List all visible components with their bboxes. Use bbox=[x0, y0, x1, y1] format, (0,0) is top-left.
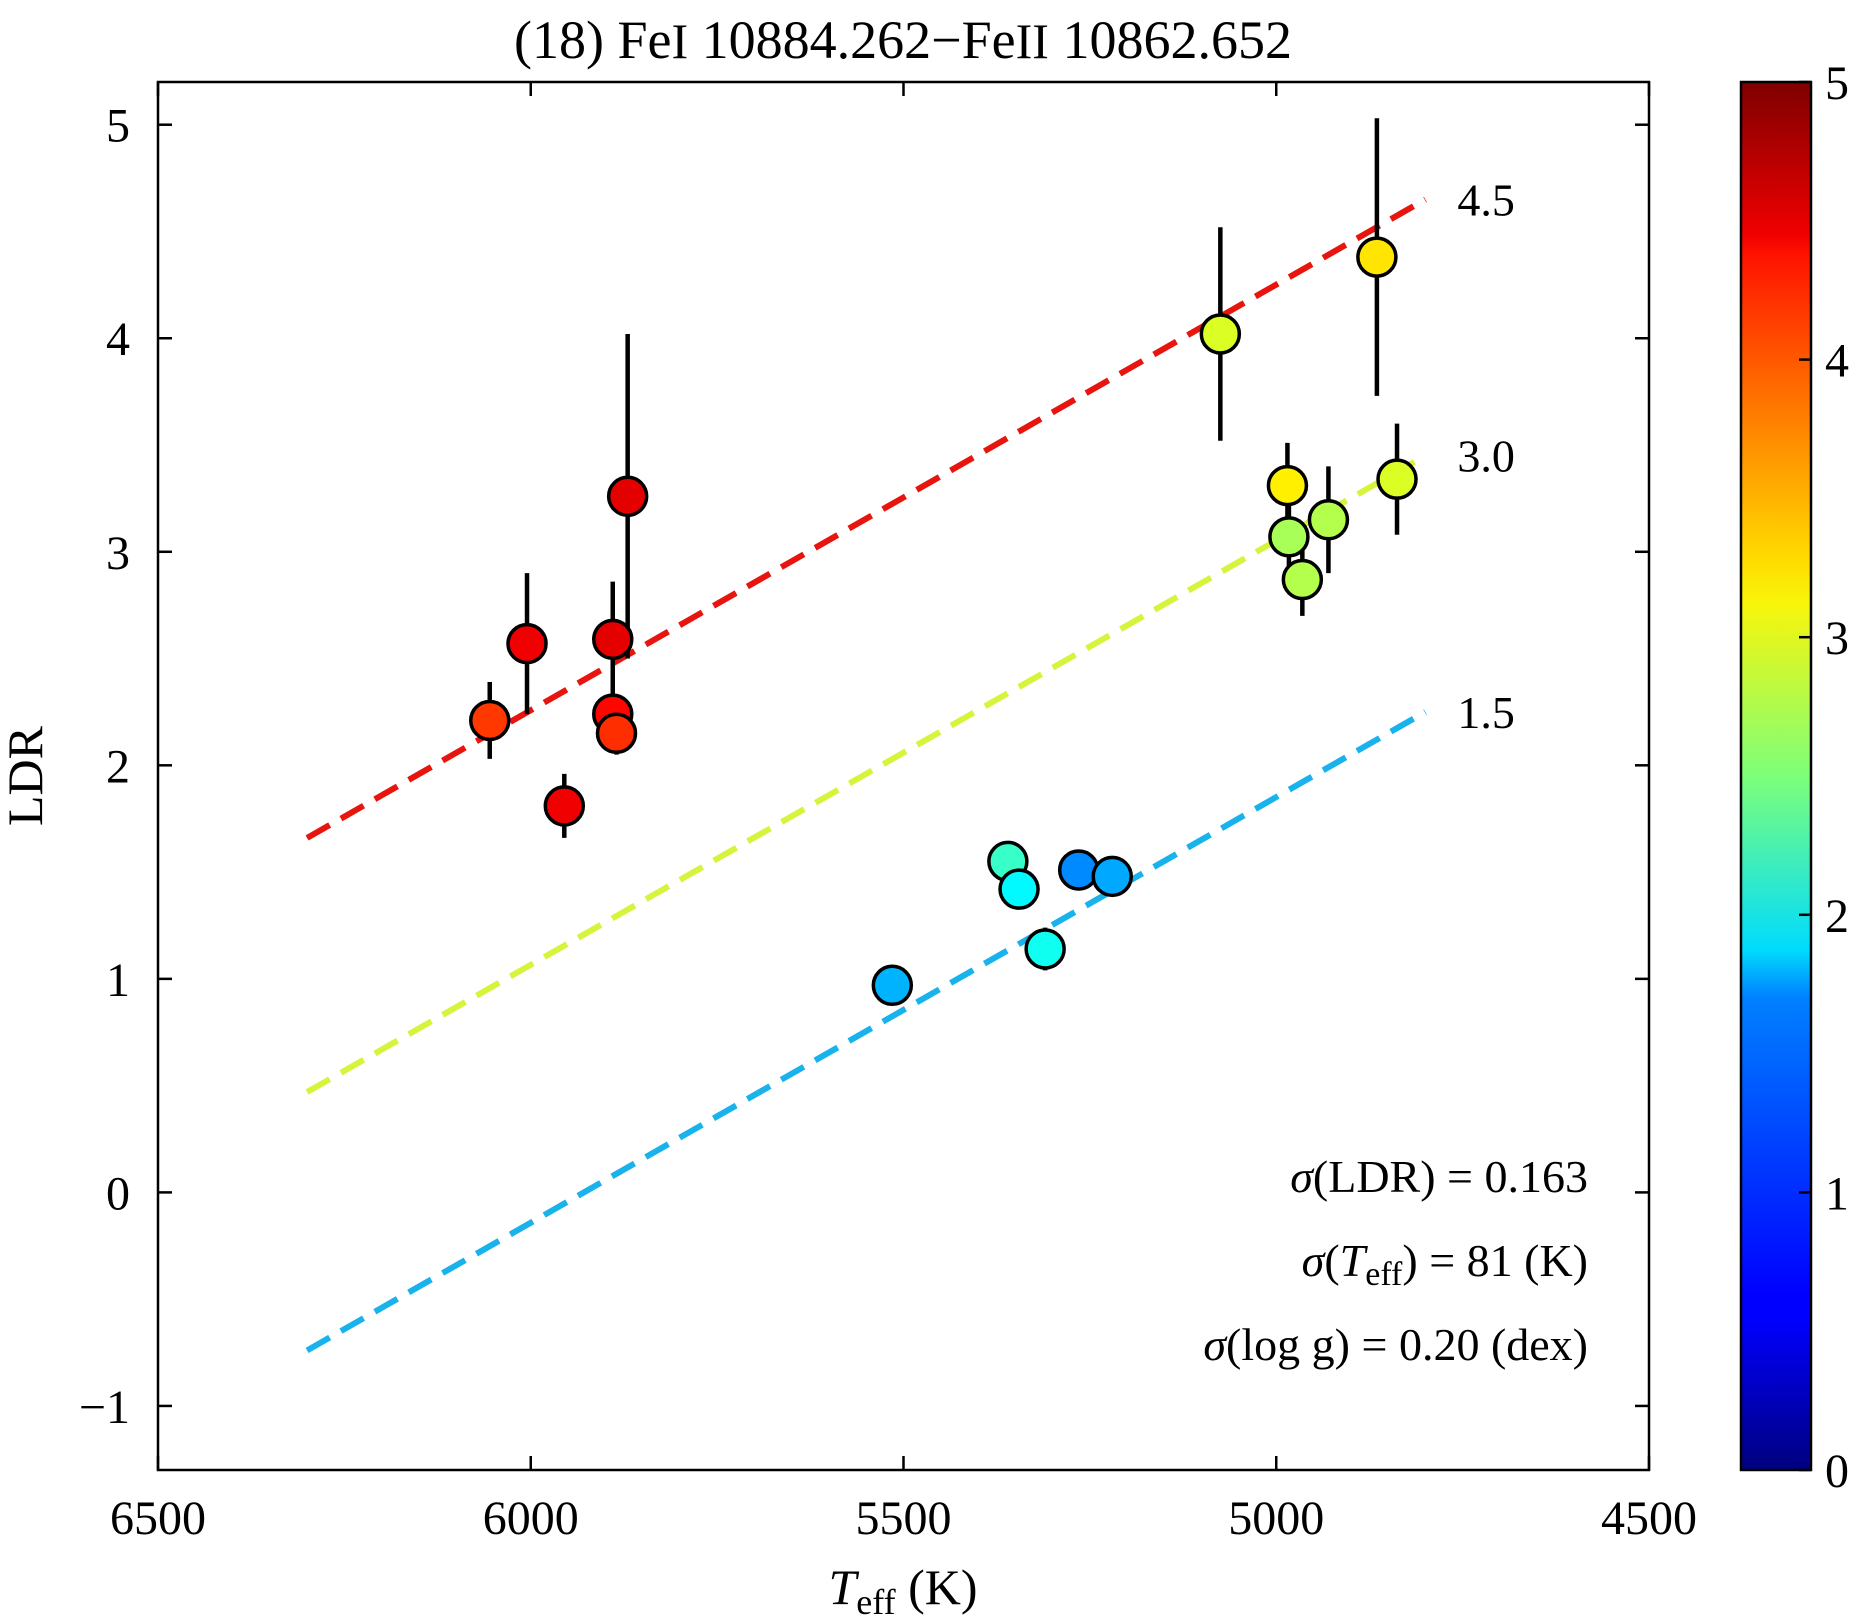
data-point bbox=[1199, 313, 1242, 355]
fit-line-label-4.5: 4.5 bbox=[1457, 174, 1515, 225]
x-tick-label: 6000 bbox=[483, 1492, 579, 1545]
data-point bbox=[1091, 855, 1133, 898]
x-axis-label-sub: eff bbox=[856, 1582, 895, 1620]
colorbar-tick-label: 1 bbox=[1825, 1167, 1849, 1220]
y-tick-label: 5 bbox=[106, 100, 130, 153]
data-point bbox=[998, 868, 1040, 910]
axes: 6500 6000 5500 5000 4500 −1 0 1 2 3 4 5 bbox=[79, 80, 1697, 1545]
x-tick-label: 6500 bbox=[110, 1492, 206, 1545]
fit-line-logg-4.5 bbox=[305, 196, 1427, 841]
x-tick-label: 5000 bbox=[1228, 1492, 1324, 1545]
colorbar-tick-label: 3 bbox=[1825, 612, 1849, 665]
y-tick-label: 2 bbox=[106, 740, 130, 793]
data-point bbox=[606, 475, 649, 518]
y-axis-label: LDR bbox=[0, 725, 53, 826]
stat-logg: σ(log g) = 0.20 (dex) bbox=[1203, 1319, 1588, 1370]
y-tick-label: 3 bbox=[106, 527, 130, 580]
data-point bbox=[1024, 928, 1066, 970]
data-point bbox=[871, 964, 914, 1007]
colorbar-tick-label: 4 bbox=[1825, 335, 1849, 388]
data-point bbox=[543, 785, 586, 827]
data-point bbox=[592, 618, 634, 661]
x-axis-label-var: T bbox=[828, 1559, 859, 1615]
colorbar-tick-label: 5 bbox=[1825, 57, 1849, 110]
data-point bbox=[1307, 499, 1350, 541]
data-point bbox=[468, 699, 511, 742]
colorbar-tick-label: 0 bbox=[1825, 1445, 1849, 1498]
y-tick-label: −1 bbox=[79, 1381, 130, 1434]
title-ion-2: II bbox=[1016, 13, 1049, 69]
colorbar-ticks: 0 1 2 3 4 5 bbox=[1799, 57, 1849, 1498]
x-axis-label: Teff (K) bbox=[828, 1559, 977, 1620]
data-point bbox=[1268, 516, 1310, 558]
data-point bbox=[1376, 458, 1418, 500]
x-axis-label-unit: (K) bbox=[908, 1559, 977, 1615]
plot-area bbox=[305, 118, 1427, 1354]
title-element-2: Fe bbox=[962, 10, 1016, 70]
y-tick-label: 1 bbox=[106, 954, 130, 1007]
data-point bbox=[1057, 849, 1100, 891]
colorbar-tick-label: 2 bbox=[1825, 890, 1849, 943]
stat-ldr: σ(LDR) = 0.163 bbox=[1290, 1151, 1588, 1202]
title-element-1: Fe bbox=[618, 10, 672, 70]
data-point bbox=[1356, 236, 1398, 278]
y-tick-label: 4 bbox=[106, 313, 130, 366]
data-point bbox=[1281, 558, 1324, 601]
fit-line-logg-1.5 bbox=[305, 709, 1427, 1354]
fit-line-label-1.5: 1.5 bbox=[1457, 687, 1515, 738]
fit-line-logg-3.0 bbox=[305, 453, 1427, 1095]
chart-title: (18) FeI 10884.262−FeII 10862.652 bbox=[514, 10, 1292, 70]
title-wavelength-1: 10884.262 bbox=[702, 10, 932, 70]
title-separator: − bbox=[931, 10, 961, 70]
line-labels: 4.5 3.0 1.5 bbox=[1457, 174, 1515, 737]
data-point bbox=[506, 622, 548, 665]
stat-teff: σ(Teff) = 81 (K) bbox=[1302, 1235, 1588, 1293]
data-point bbox=[595, 712, 638, 755]
fit-line-label-3.0: 3.0 bbox=[1457, 431, 1515, 482]
title-index: (18) bbox=[514, 10, 604, 70]
x-tick-label: 4500 bbox=[1601, 1492, 1697, 1545]
title-wavelength-2: 10862.652 bbox=[1062, 10, 1292, 70]
y-tick-label: 0 bbox=[106, 1167, 130, 1220]
stats-annotation: σ(LDR) = 0.163 σ(Teff) = 81 (K) σ(log g)… bbox=[1203, 1151, 1588, 1370]
colorbar bbox=[1739, 80, 1813, 1472]
title-ion-1: I bbox=[672, 13, 689, 69]
data-point bbox=[1266, 464, 1309, 507]
x-tick-label: 5500 bbox=[856, 1492, 952, 1545]
